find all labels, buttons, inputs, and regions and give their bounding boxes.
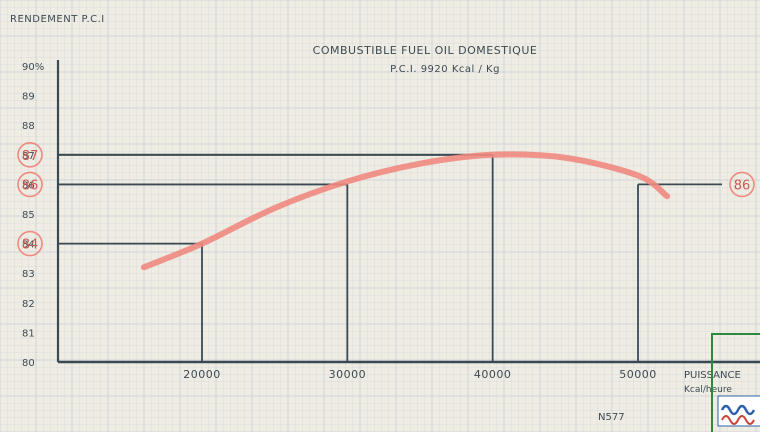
footer-code: N577 [598,412,625,423]
y-tick-label: 88 [22,121,35,132]
x-tick-label: 30000 [329,368,367,381]
circled-marker [17,171,43,198]
circled-label: 84 [22,238,39,253]
x-tick-label: 40000 [474,368,512,381]
x-axis-unit: Kcal/heure [684,385,732,395]
circled-marker [17,142,43,168]
y-tick-label: 87 [22,151,35,162]
y-tick-label: 83 [22,269,35,280]
labels: RENDEMENT P.C.I COMBUSTIBLE FUEL OIL DOM… [10,14,741,423]
y-tick-label: 80 [22,358,35,369]
y-tick-label: 81 [22,328,35,339]
circled-marker [17,230,43,257]
y-tick-label: 89 [22,92,35,103]
series-line [140,151,671,271]
logo [711,333,760,432]
y-tick-label: 85 [22,210,35,221]
y-axis-label: RENDEMENT P.C.I [10,14,105,25]
y-tick-label: 82 [22,299,35,310]
x-tick-label: 20000 [183,368,221,381]
x-tick-label: 50000 [619,368,657,381]
axes [56,60,760,364]
circled-annotations: 87 86 84 86 [17,142,755,257]
circled-label: 87 [22,149,39,164]
circled-marker-right [729,171,755,198]
chart-subtitle: P.C.I. 9920 Kcal / Kg [390,64,500,75]
circled-label-right: 86 [734,178,751,193]
y-tick-label: 84 [22,240,35,251]
y-tick-label: 86 [22,180,35,191]
circled-label: 86 [22,178,39,193]
series [140,151,671,271]
y-tick-label: 90% [22,62,44,73]
reference-lines [58,153,722,362]
chart-title: COMBUSTIBLE FUEL OIL DOMESTIQUE [313,44,538,57]
